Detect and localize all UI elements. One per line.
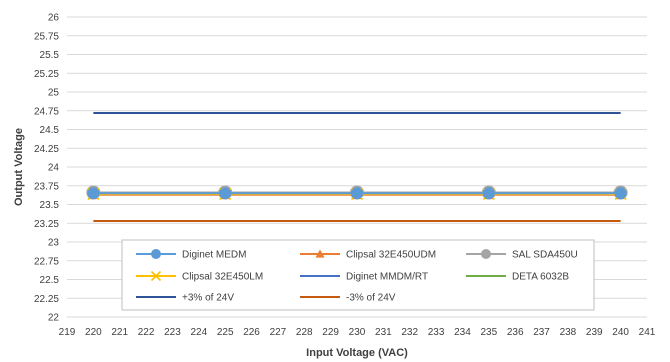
legend-label-4: Diginet MMDM/RT: [346, 272, 428, 283]
legend-item-1: Clipsal 32E450UDM: [300, 249, 436, 261]
x-tick-label-19: 238: [560, 327, 577, 338]
x-tick-label-18: 237: [533, 327, 550, 338]
legend-label-5: DETA 6032B: [512, 272, 569, 283]
x-tick-label-14: 233: [428, 327, 445, 338]
legend-marker-1: [315, 249, 325, 258]
x-tick-label-17: 236: [507, 327, 524, 338]
gridlines: [67, 16, 647, 318]
x-tick-label-21: 240: [612, 327, 629, 338]
x-tick-label-4: 223: [164, 327, 181, 338]
legend-item-4: Diginet MMDM/RT: [300, 272, 428, 283]
series-0: [87, 187, 627, 200]
legend: Diginet MEDM Clipsal 32E450UDM SAL SDA450U…: [121, 239, 595, 311]
y-tick-label-5: 23.25: [34, 219, 59, 230]
x-tick-label-13: 232: [401, 327, 418, 338]
y-tick-label-6: 23.5: [40, 200, 60, 211]
x-tick-label-16: 235: [480, 327, 497, 338]
y-tick-labels: 22 22.25 22.5 22.75 23 23.25 23.5 23.75 24 24.25 2…: [34, 13, 59, 324]
y-tick-label-7: 23.75: [34, 181, 59, 192]
series-0-point-3: [482, 187, 495, 200]
legend-label-1: Clipsal 32E450UDM: [346, 250, 436, 261]
series-0-point-4: [614, 187, 627, 200]
x-tick-labels: 219 220 221 222 223 224 225 226 227 228 229 230 231 2…: [59, 327, 656, 338]
legend-item-3: Clipsal 32E450LM: [136, 270, 263, 283]
series-0-point-1: [219, 187, 232, 200]
legend-item-5: DETA 6032B: [466, 272, 569, 283]
legend-marker-0: [151, 249, 161, 259]
x-tick-label-7: 226: [243, 327, 260, 338]
x-axis-title: Input Voltage (VAC): [306, 347, 408, 359]
x-tick-label-22: 241: [639, 327, 656, 338]
legend-label-7: -3% of 24V: [346, 293, 396, 304]
legend-marker-3-b: [150, 270, 162, 282]
y-axis-title: Output Voltage: [13, 128, 25, 206]
y-tick-label-3: 22.75: [34, 256, 59, 267]
y-tick-label-10: 24.5: [40, 125, 60, 136]
x-tick-label-11: 230: [349, 327, 366, 338]
y-tick-label-15: 25.75: [34, 31, 59, 42]
y-tick-label-14: 25.5: [40, 50, 60, 61]
legend-label-3: Clipsal 32E450LM: [182, 272, 263, 283]
y-tick-label-12: 25: [48, 88, 60, 99]
x-tick-label-6: 225: [217, 327, 234, 338]
y-tick-label-11: 24.75: [34, 106, 59, 117]
x-tick-label-2: 221: [111, 327, 128, 338]
y-tick-label-4: 23: [48, 238, 60, 249]
y-tick-label-0: 22: [48, 313, 60, 324]
x-tick-label-9: 228: [296, 327, 313, 338]
x-tick-label-5: 224: [190, 327, 207, 338]
x-tick-label-20: 239: [586, 327, 603, 338]
series-0-point-0: [87, 187, 100, 200]
x-tick-label-12: 231: [375, 327, 392, 338]
y-tick-label-8: 24: [48, 163, 60, 174]
x-tick-label-10: 229: [322, 327, 339, 338]
y-tick-label-1: 22.25: [34, 294, 59, 305]
legend-box: [121, 239, 595, 311]
legend-label-6: +3% of 24V: [182, 293, 234, 304]
legend-item-7: -3% of 24V: [300, 293, 396, 304]
data-series: [86, 112, 628, 222]
legend-label-2: SAL SDA450U: [512, 250, 578, 261]
x-tick-label-0: 219: [59, 327, 76, 338]
x-tick-label-1: 220: [85, 327, 102, 338]
x-tick-label-3: 222: [138, 327, 155, 338]
legend-label-0: Diginet MEDM: [182, 250, 246, 261]
legend-marker-3: [150, 270, 162, 282]
legend-marker-2: [481, 249, 491, 259]
y-tick-label-9: 24.25: [34, 144, 59, 155]
legend-item-6: +3% of 24V: [136, 293, 234, 304]
y-tick-label-13: 25.25: [34, 69, 59, 80]
y-tick-label-16: 26: [48, 13, 60, 24]
x-tick-label-15: 234: [454, 327, 471, 338]
legend-item-0: Diginet MEDM: [136, 249, 246, 261]
legend-item-2: SAL SDA450U: [466, 249, 578, 261]
x-tick-label-8: 227: [270, 327, 287, 338]
series-0-point-2: [351, 187, 363, 200]
y-tick-label-2: 22.5: [40, 275, 60, 286]
